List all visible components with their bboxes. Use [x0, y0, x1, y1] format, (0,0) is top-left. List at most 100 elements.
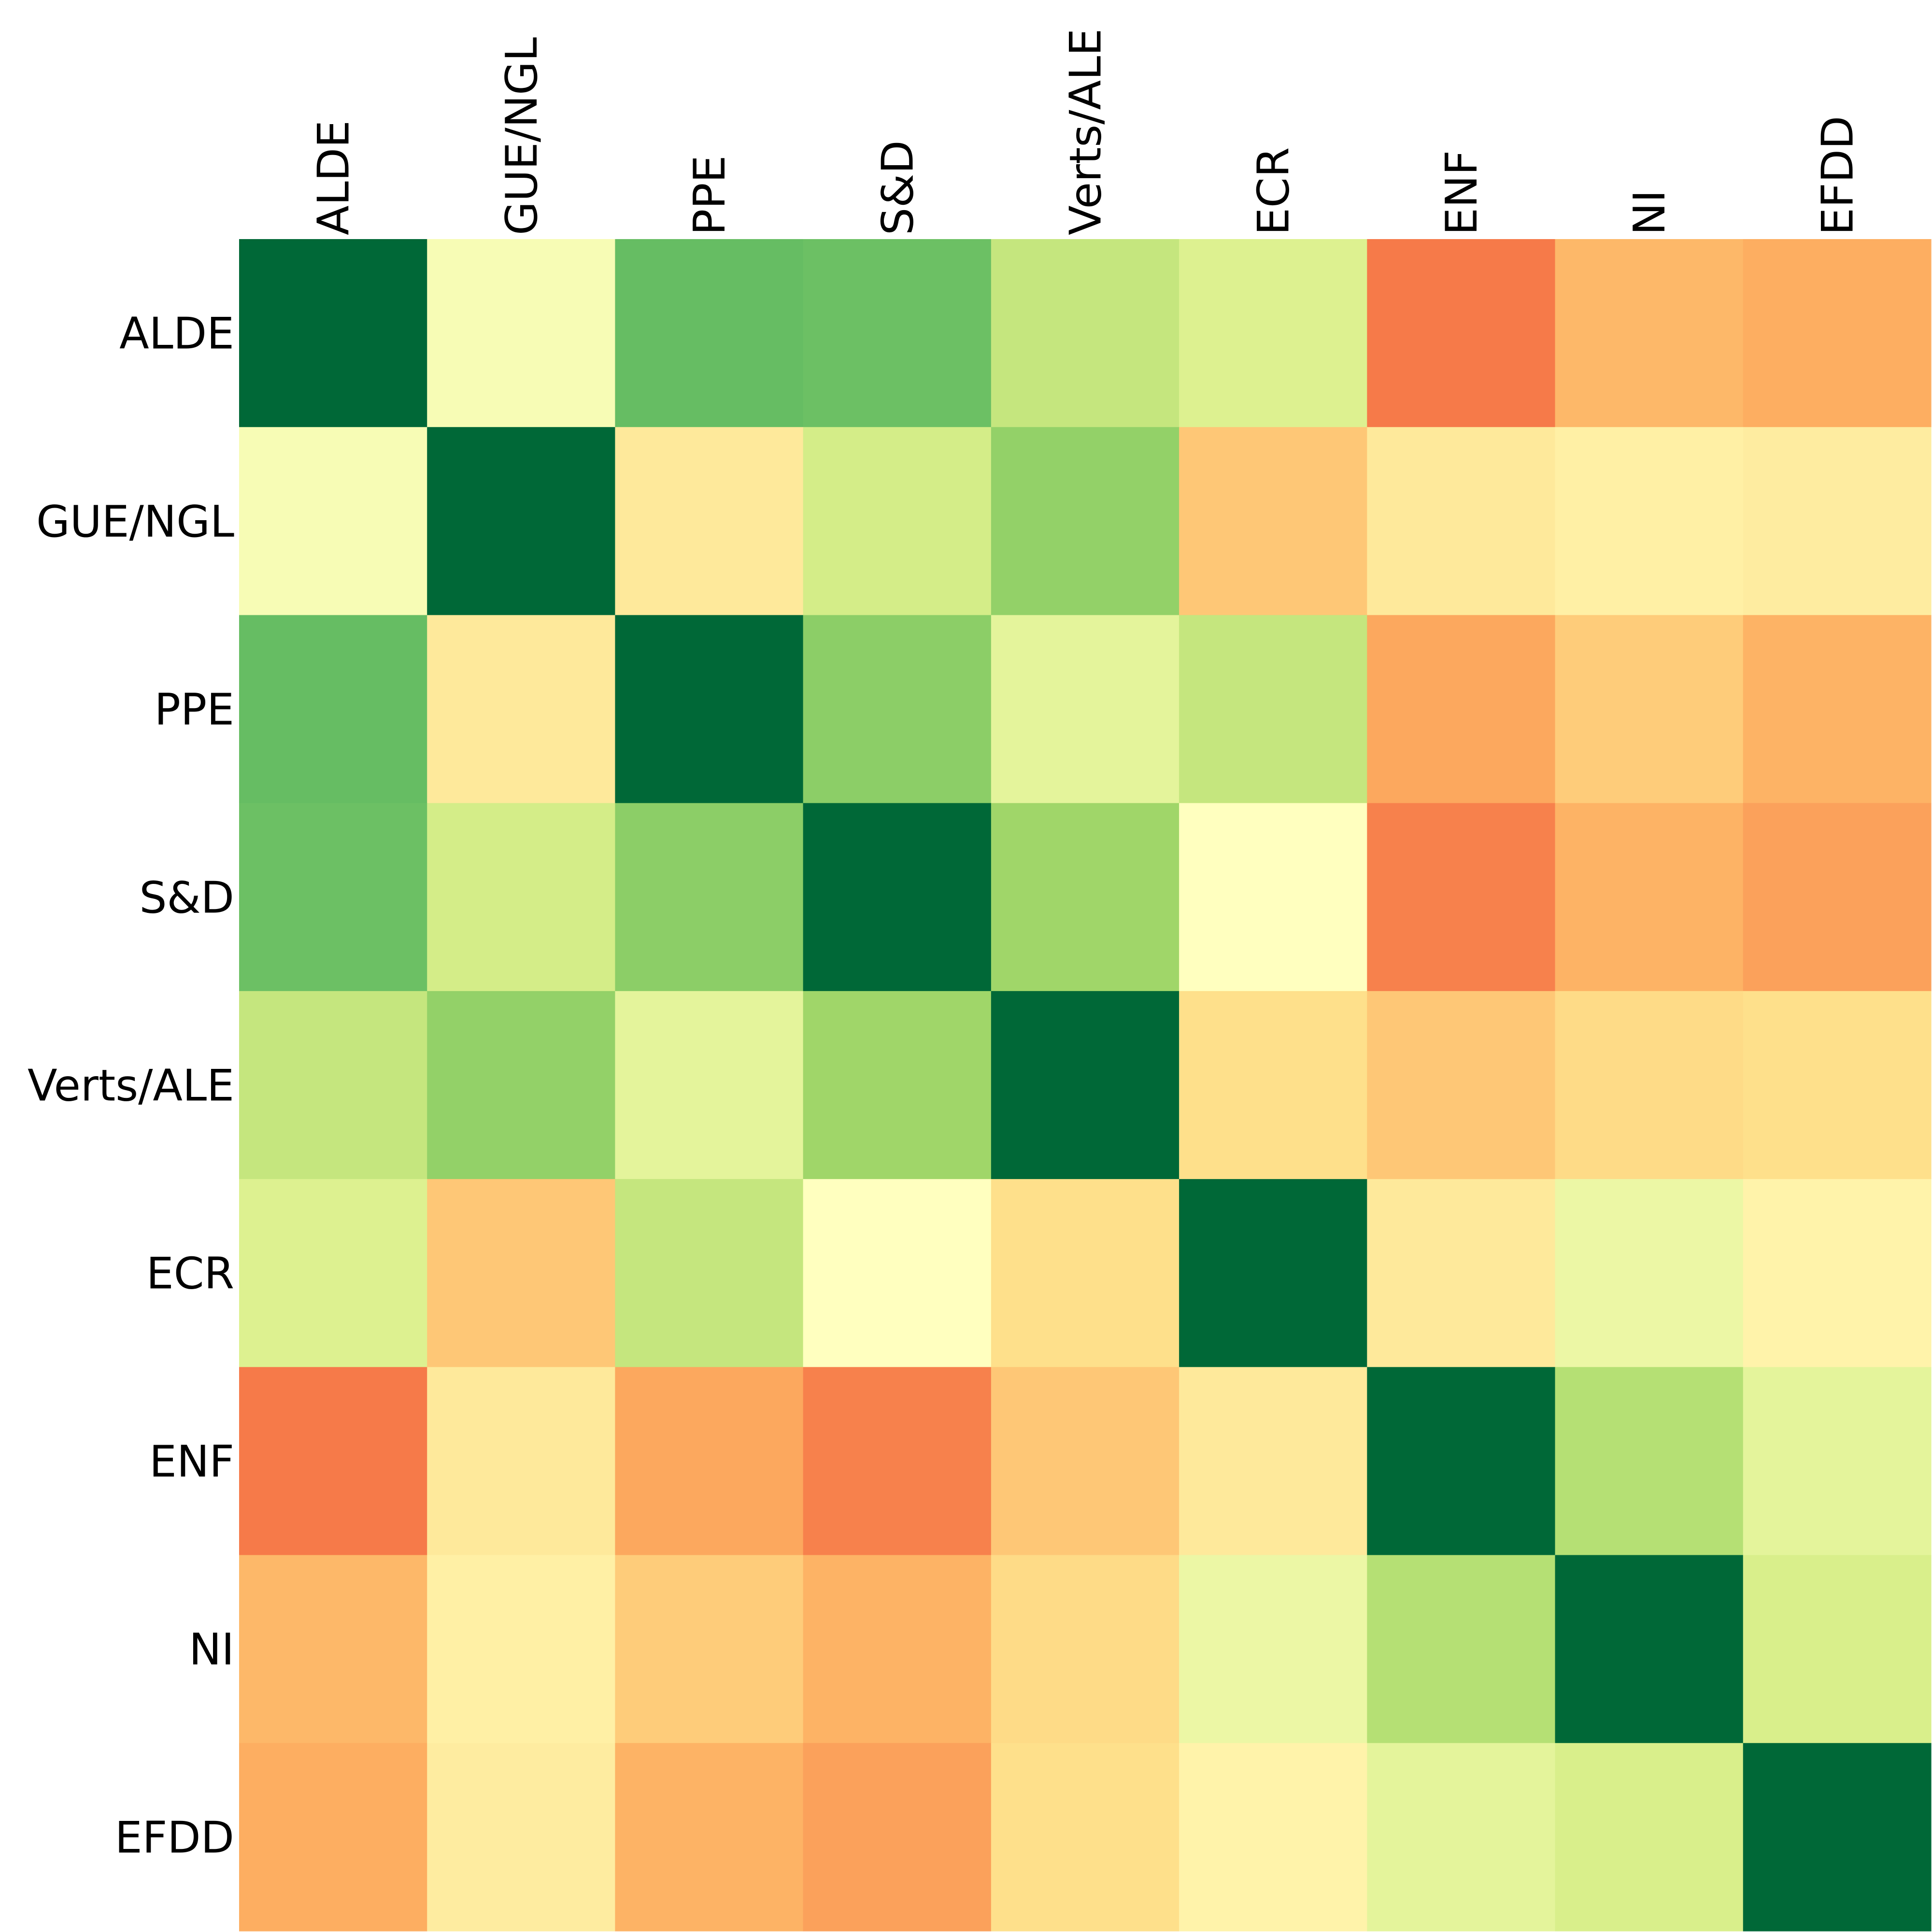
- y-tick-label-efdd: EFDD: [115, 1812, 234, 1863]
- heatmap-cell-enf-enf: [1367, 1367, 1556, 1556]
- y-tick-label-enf: ENF: [149, 1436, 234, 1487]
- heatmap-cell-enf-efdd: [1743, 1367, 1932, 1556]
- heatmap-cell-ecr-alde: [239, 1179, 427, 1367]
- heatmap-cell-verts-ale-sandd: [803, 991, 992, 1179]
- heatmap-cell-verts-ale-efdd: [1743, 991, 1932, 1179]
- x-tick-label-ppe: PPE: [684, 156, 735, 235]
- x-tick-labels: ALDE GUE/NGL PPE S&D Verts/ALE ECR ENF NI EFDD: [309, 28, 1863, 235]
- heatmap-cell-enf-ppe: [615, 1367, 804, 1556]
- heatmap-cell-efdd-verts-ale: [991, 1743, 1179, 1932]
- x-tick-label-verts-ale: Verts/ALE: [1061, 28, 1111, 235]
- heatmap-cell-gue-ngl-ecr: [1179, 427, 1367, 616]
- heatmap-cell-gue-ngl-alde: [239, 427, 427, 616]
- heatmap-cell-enf-verts-ale: [991, 1367, 1179, 1556]
- heatmap-cell-alde-ecr: [1179, 239, 1367, 427]
- heatmap-cell-verts-ale-ppe: [615, 991, 804, 1179]
- heatmap-cell-ecr-efdd: [1743, 1179, 1932, 1367]
- x-tick-label-ecr: ECR: [1249, 147, 1299, 235]
- x-tick-label-gue-ngl: GUE/NGL: [497, 37, 547, 235]
- heatmap-cell-alde-gue-ngl: [427, 239, 616, 427]
- heatmap-cell-sandd-enf: [1367, 803, 1556, 992]
- heatmap-cell-ppe-enf: [1367, 615, 1556, 804]
- heatmap-cell-gue-ngl-enf: [1367, 427, 1556, 616]
- x-tick-label-alde: ALDE: [309, 120, 359, 235]
- heatmap-cell-ecr-ni: [1555, 1179, 1744, 1367]
- heatmap-cell-sandd-ni: [1555, 803, 1744, 992]
- heatmap-cell-gue-ngl-ni: [1555, 427, 1744, 616]
- heatmap-cell-ni-ppe: [615, 1555, 804, 1744]
- heatmap-cell-verts-ale-alde: [239, 991, 427, 1179]
- heatmap-cell-gue-ngl-verts-ale: [991, 427, 1179, 616]
- y-tick-label-verts-ale: Verts/ALE: [28, 1061, 234, 1111]
- heatmap-cell-ni-ni: [1555, 1555, 1744, 1744]
- heatmap-cell-ni-efdd: [1743, 1555, 1932, 1744]
- heatmap-cell-alde-ni: [1555, 239, 1744, 427]
- heatmap-cell-efdd-alde: [239, 1743, 427, 1932]
- y-tick-label-ecr: ECR: [146, 1249, 234, 1299]
- heatmap-cell-ppe-sandd: [803, 615, 992, 804]
- y-tick-labels: ALDE GUE/NGL PPE S&D Verts/ALE ECR ENF NI EFDD: [28, 309, 234, 1863]
- heatmap-cell-ppe-alde: [239, 615, 427, 804]
- heatmap-cell-verts-ale-ecr: [1179, 991, 1367, 1179]
- heatmap-cell-alde-efdd: [1743, 239, 1932, 427]
- x-tick-label-sandd: S&D: [872, 140, 923, 235]
- heatmap-cell-efdd-gue-ngl: [427, 1743, 616, 1932]
- x-tick-label-ni: NI: [1624, 190, 1675, 235]
- heatmap-cell-enf-sandd: [803, 1367, 992, 1556]
- heatmap-cell-gue-ngl-ppe: [615, 427, 804, 616]
- heatmap-cell-ni-sandd: [803, 1555, 992, 1744]
- heatmap-cells: [239, 239, 1932, 1932]
- heatmap-cell-ni-alde: [239, 1555, 427, 1744]
- y-tick-label-ni: NI: [189, 1624, 234, 1675]
- heatmap-cell-sandd-efdd: [1743, 803, 1932, 992]
- heatmap-cell-verts-ale-gue-ngl: [427, 991, 616, 1179]
- heatmap-cell-ppe-gue-ngl: [427, 615, 616, 804]
- heatmap-cell-efdd-ecr: [1179, 1743, 1367, 1932]
- heatmap-cell-ecr-gue-ngl: [427, 1179, 616, 1367]
- heatmap-cell-ecr-sandd: [803, 1179, 992, 1367]
- heatmap-cell-ni-verts-ale: [991, 1555, 1179, 1744]
- heatmap-cell-efdd-sandd: [803, 1743, 992, 1932]
- heatmap-cell-ni-gue-ngl: [427, 1555, 616, 1744]
- heatmap-cell-enf-ni: [1555, 1367, 1744, 1556]
- heatmap-cell-ppe-efdd: [1743, 615, 1932, 804]
- heatmap-cell-alde-ppe: [615, 239, 804, 427]
- heatmap-cell-efdd-ni: [1555, 1743, 1744, 1932]
- heatmap-cell-ni-ecr: [1179, 1555, 1367, 1744]
- heatmap-cell-sandd-ppe: [615, 803, 804, 992]
- heatmap-cell-ppe-verts-ale: [991, 615, 1179, 804]
- heatmap-cell-sandd-alde: [239, 803, 427, 992]
- heatmap-cell-sandd-verts-ale: [991, 803, 1179, 992]
- heatmap-cell-enf-gue-ngl: [427, 1367, 616, 1556]
- heatmap-cell-efdd-efdd: [1743, 1743, 1932, 1932]
- heatmap-cell-efdd-enf: [1367, 1743, 1556, 1932]
- y-tick-label-sandd: S&D: [139, 872, 234, 923]
- heatmap-cell-ppe-ppe: [615, 615, 804, 804]
- heatmap-cell-verts-ale-ni: [1555, 991, 1744, 1179]
- heatmap-cell-ecr-ppe: [615, 1179, 804, 1367]
- y-tick-label-gue-ngl: GUE/NGL: [36, 497, 234, 547]
- heatmap-cell-gue-ngl-efdd: [1743, 427, 1932, 616]
- heatmap-cell-enf-ecr: [1179, 1367, 1367, 1556]
- y-tick-label-alde: ALDE: [119, 309, 234, 359]
- heatmap-cell-alde-alde: [239, 239, 427, 427]
- heatmap-cell-ni-enf: [1367, 1555, 1556, 1744]
- heatmap-cell-sandd-ecr: [1179, 803, 1367, 992]
- heatmap-cell-sandd-sandd: [803, 803, 992, 992]
- x-tick-label-enf: ENF: [1436, 150, 1487, 235]
- heatmap-cell-ecr-verts-ale: [991, 1179, 1179, 1367]
- heatmap-cell-alde-sandd: [803, 239, 992, 427]
- heatmap-cell-alde-enf: [1367, 239, 1556, 427]
- heatmap-cell-alde-verts-ale: [991, 239, 1179, 427]
- heatmap-cell-sandd-gue-ngl: [427, 803, 616, 992]
- x-tick-label-efdd: EFDD: [1812, 116, 1863, 235]
- heatmap-cell-verts-ale-verts-ale: [991, 991, 1179, 1179]
- heatmap-cell-ppe-ni: [1555, 615, 1744, 804]
- heatmap-cell-gue-ngl-sandd: [803, 427, 992, 616]
- y-tick-label-ppe: PPE: [155, 684, 234, 735]
- heatmap-cell-ecr-enf: [1367, 1179, 1556, 1367]
- heatmap-cell-enf-alde: [239, 1367, 427, 1556]
- heatmap-cell-ppe-ecr: [1179, 615, 1367, 804]
- heatmap-cell-ecr-ecr: [1179, 1179, 1367, 1367]
